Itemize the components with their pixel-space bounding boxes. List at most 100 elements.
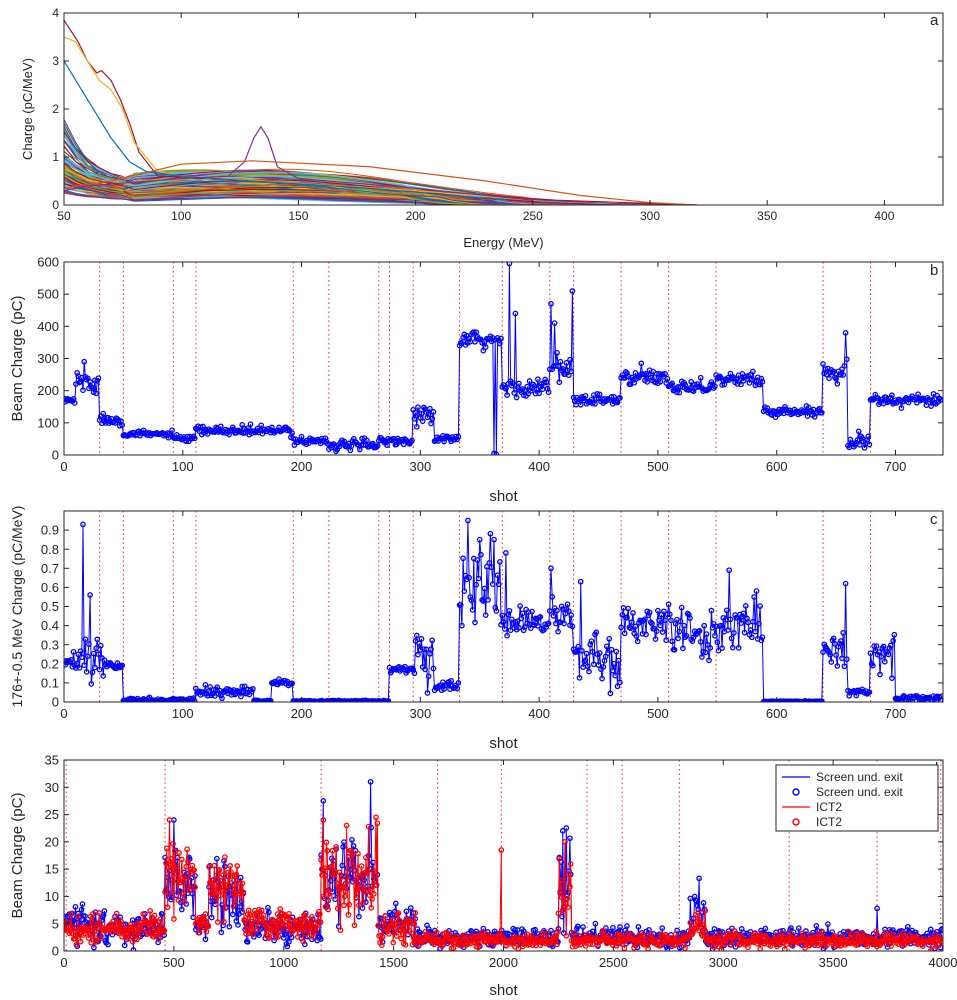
window-charge-point xyxy=(663,637,670,644)
window-charge-point xyxy=(731,630,737,636)
beam-charge-point xyxy=(419,418,426,425)
screen-und-exit-point xyxy=(280,935,287,941)
window-charge-point xyxy=(607,690,614,697)
ict2-point xyxy=(153,930,160,936)
ict2-point xyxy=(722,940,728,947)
screen-und-exit-point xyxy=(320,798,327,804)
ict2-point xyxy=(329,847,336,854)
window-charge-point xyxy=(668,617,674,624)
beam-charge-point xyxy=(554,349,560,356)
ict2-point xyxy=(362,888,368,895)
ict2-point xyxy=(229,889,236,896)
beam-charge-point xyxy=(506,262,513,267)
window-charge-point xyxy=(504,632,510,639)
ict2-point xyxy=(180,890,187,897)
window-charge-point xyxy=(676,628,683,635)
window-charge-point xyxy=(747,627,754,633)
ict2-point xyxy=(461,932,468,939)
ict2-point xyxy=(192,884,198,891)
ict2-point xyxy=(341,893,348,900)
window-charge-point xyxy=(702,649,709,656)
legend-label-ict2-line: ICT2 xyxy=(816,800,842,814)
window-charge-point xyxy=(697,638,704,645)
ict2-point xyxy=(310,934,317,940)
ict2-point xyxy=(600,928,607,935)
window-charge-point xyxy=(841,663,848,670)
ict2-point xyxy=(341,902,347,909)
ict2-point xyxy=(886,929,893,936)
ict2-point xyxy=(365,823,372,830)
window-charge-point xyxy=(416,640,423,647)
window-charge-point xyxy=(718,622,724,629)
beam-charge-point xyxy=(247,421,254,428)
screen-und-exit-point xyxy=(367,778,374,785)
ict2-point xyxy=(147,907,153,914)
ict2-point xyxy=(364,868,371,875)
ict2-point xyxy=(777,940,784,947)
screen-und-exit-point xyxy=(559,913,565,920)
screen-und-exit-point xyxy=(580,924,586,930)
window-charge-point xyxy=(696,628,703,634)
ict2-point xyxy=(185,884,192,890)
beam-charge-point xyxy=(493,451,500,455)
beam-charge-point xyxy=(412,409,419,416)
panel-d-y-axis-label: Beam Charge (pC) xyxy=(9,793,26,919)
y-tick-label: 15 xyxy=(45,862,59,877)
ict2-point xyxy=(343,822,350,829)
y-tick-label: 1 xyxy=(52,150,59,164)
ict2-point xyxy=(232,899,239,906)
ict2-point xyxy=(236,880,243,886)
beam-charge-point xyxy=(688,378,695,385)
y-tick-label: 100 xyxy=(37,415,59,430)
window-charge-point xyxy=(422,666,428,673)
screen-und-exit-point xyxy=(220,922,226,929)
ict2-point xyxy=(875,934,882,941)
window-charge-point xyxy=(96,666,103,673)
ict2-point xyxy=(468,940,474,946)
x-tick-label: 700 xyxy=(885,459,907,474)
ict2-point xyxy=(181,899,188,905)
x-tick-label: 300 xyxy=(409,706,431,721)
ict2-point xyxy=(120,922,127,929)
window-charge-point xyxy=(119,662,126,669)
window-charge-point xyxy=(454,685,461,692)
beam-charge-point xyxy=(548,300,554,307)
ict2-point xyxy=(222,854,228,860)
beam-charge-point xyxy=(510,380,516,386)
legend-entry-screen-markers: Screen und. exit xyxy=(792,785,903,799)
ict2-point xyxy=(350,862,357,869)
beam-charge-point xyxy=(618,374,624,381)
x-tick-label: 1000 xyxy=(269,955,298,970)
ict2-point xyxy=(76,931,83,938)
ict2-point xyxy=(164,904,171,911)
window-charge-point xyxy=(413,632,420,639)
ict2-point xyxy=(156,935,162,942)
window-charge-point xyxy=(535,622,541,629)
beam-charge-point xyxy=(715,374,722,381)
window-charge-point xyxy=(729,644,736,651)
screen-und-exit-point xyxy=(696,875,702,882)
beam-charge-point xyxy=(413,423,420,430)
screen-und-exit-point xyxy=(317,936,324,942)
ict2-point xyxy=(367,885,374,892)
ict2-point xyxy=(855,941,862,948)
x-tick-label: 2000 xyxy=(489,955,518,970)
ict2-point xyxy=(152,918,159,925)
ict2-point xyxy=(345,912,352,918)
ict2-point xyxy=(259,921,266,927)
ict2-point xyxy=(767,943,774,949)
window-charge-point xyxy=(757,603,763,609)
ict2-line xyxy=(64,817,943,951)
screen-und-exit-point xyxy=(548,927,554,934)
window-charge-point xyxy=(726,567,733,574)
panel-b-x-axis-label: shot xyxy=(489,488,518,505)
window-charge-point xyxy=(742,603,749,609)
beam-charge-point xyxy=(239,421,246,428)
beam-charge-point xyxy=(721,381,728,388)
beam-charge-point xyxy=(532,390,539,397)
ict2-point xyxy=(651,936,658,943)
window-charge-point xyxy=(714,639,721,646)
window-charge-point xyxy=(417,647,424,653)
y-tick-label: 20 xyxy=(45,834,59,849)
screen-und-exit-point xyxy=(286,938,292,945)
